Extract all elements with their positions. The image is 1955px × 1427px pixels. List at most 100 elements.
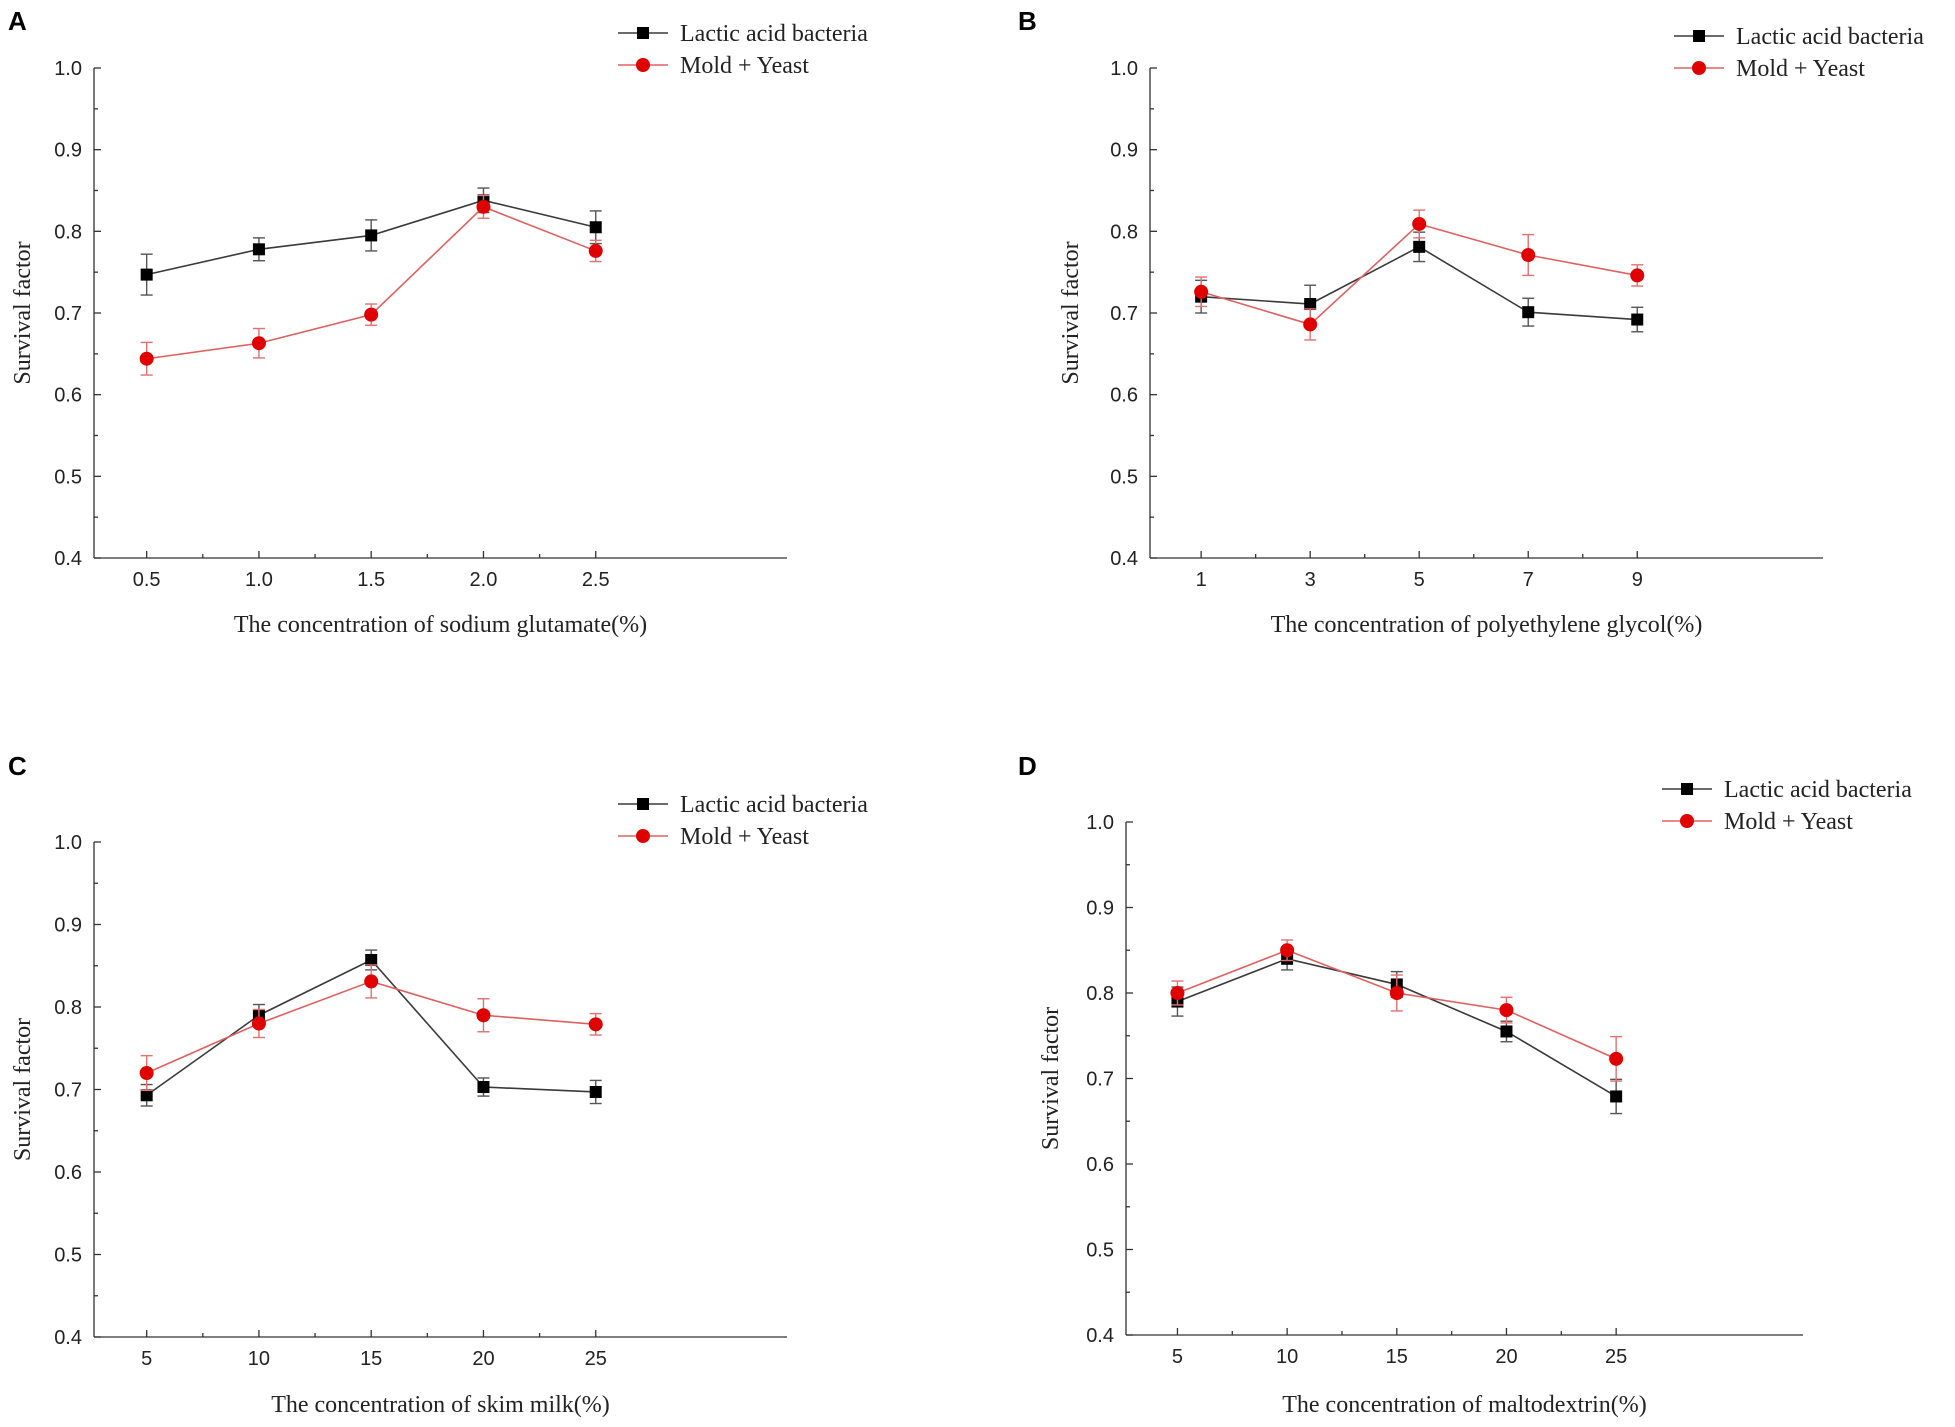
- y-axis-title: Survival factor: [10, 1018, 36, 1161]
- legend: Lactic acid bacteria Mold + Yeast: [1662, 777, 1912, 835]
- data-point: [588, 1017, 603, 1032]
- data-point: [1631, 313, 1644, 326]
- x-tick-label: 3: [1305, 569, 1316, 591]
- x-tick-label: 25: [585, 1348, 607, 1370]
- y-axis-title: Survival factor: [1038, 1007, 1064, 1150]
- x-tick-label: 5: [1172, 1346, 1183, 1368]
- legend-marker: [1692, 61, 1706, 75]
- data-point: [252, 243, 265, 256]
- y-tick-label: 0.5: [54, 466, 82, 488]
- data-point: [1412, 216, 1427, 231]
- panel-letter: D: [1018, 751, 1037, 781]
- series-mold-yeast: [139, 964, 603, 1092]
- x-tick-label: 2.5: [582, 569, 610, 591]
- y-tick-label: 1.0: [54, 58, 82, 80]
- x-tick-label: 1.5: [357, 569, 385, 591]
- legend: Lactic acid bacteria Mold + Yeast: [618, 792, 868, 850]
- y-tick-label: 0.7: [1110, 303, 1138, 325]
- legend-marker: [637, 27, 649, 39]
- panel-letter: A: [8, 6, 27, 36]
- chart-panel-a: A 0.4 0.5 0.6 0.7 0.8 0.9 1.0 0.5 1.0 1.5 2.0 2.5 The…: [8, 6, 868, 638]
- data-point: [365, 229, 378, 242]
- x-axis-title: The concentration of sodium glutamate(%): [234, 612, 647, 638]
- y-axis-title: Survival factor: [1058, 241, 1084, 384]
- panel-letter: B: [1018, 6, 1037, 36]
- data-point: [1609, 1051, 1624, 1066]
- data-point: [1170, 986, 1185, 1000]
- data-point: [1389, 986, 1404, 1000]
- y-tick-label: 0.9: [1086, 898, 1114, 920]
- x-tick-label: 20: [472, 1348, 494, 1370]
- data-point: [1522, 306, 1535, 319]
- chart-panel-d: D 0.4 0.5 0.6 0.7 0.8 0.9 1.0 5 10 15 20 25 The conce…: [1018, 751, 1912, 1418]
- legend-label: Mold + Yeast: [680, 824, 809, 850]
- panel-letter: C: [8, 751, 27, 781]
- chart-panel-c: C 0.4 0.5 0.6 0.7 0.8 0.9 1.0 5 10 15 20 25 The conce…: [8, 751, 868, 1418]
- y-tick-label: 0.4: [54, 548, 82, 570]
- y-tick-label: 1.0: [54, 832, 82, 854]
- legend: Lactic acid bacteria Mold + Yeast: [1674, 24, 1924, 82]
- y-tick-label: 0.4: [1086, 1325, 1114, 1347]
- series-mold-yeast: [1170, 939, 1624, 1082]
- legend-marker: [636, 58, 650, 72]
- data-point: [476, 199, 491, 214]
- y-tick-label: 0.9: [54, 915, 82, 937]
- x-tick-label: 0.5: [133, 569, 161, 591]
- x-axis-title: The concentration of polyethylene glycol…: [1271, 612, 1703, 638]
- legend-label: Mold + Yeast: [1724, 809, 1853, 835]
- y-tick-label: 1.0: [1086, 812, 1114, 834]
- legend-label: Mold + Yeast: [680, 53, 809, 79]
- series-mold-yeast: [1194, 209, 1645, 341]
- x-tick-label: 20: [1495, 1346, 1517, 1368]
- data-point: [251, 336, 266, 351]
- series-lactic-acid-bacteria: [1195, 231, 1644, 333]
- legend-label: Lactic acid bacteria: [1724, 777, 1912, 803]
- data-point: [140, 1089, 153, 1102]
- legend-marker: [636, 829, 650, 843]
- data-point: [1413, 240, 1426, 253]
- y-tick-label: 0.9: [54, 140, 82, 162]
- x-tick-label: 7: [1523, 569, 1534, 591]
- y-tick-label: 0.5: [1110, 466, 1138, 488]
- x-tick-label: 5: [141, 1348, 152, 1370]
- y-tick-label: 0.7: [54, 1080, 82, 1102]
- series-lactic-acid-bacteria: [140, 187, 602, 296]
- y-tick-label: 0.6: [1110, 385, 1138, 407]
- legend-label: Lactic acid bacteria: [680, 21, 868, 47]
- x-tick-label: 1: [1196, 569, 1207, 591]
- data-point: [1303, 317, 1318, 332]
- x-tick-label: 25: [1605, 1346, 1627, 1368]
- series-lactic-acid-bacteria: [140, 949, 602, 1107]
- data-point: [365, 953, 378, 966]
- legend-marker: [637, 798, 649, 810]
- data-point: [1499, 1003, 1514, 1018]
- y-tick-label: 0.9: [1110, 140, 1138, 162]
- y-tick-label: 0.7: [54, 303, 82, 325]
- x-axis-title: The concentration of maltodextrin(%): [1282, 1392, 1647, 1418]
- data-point: [476, 1008, 491, 1023]
- data-point: [477, 1081, 490, 1094]
- y-tick-label: 0.8: [1086, 983, 1114, 1005]
- data-point: [1521, 248, 1536, 263]
- data-point: [140, 268, 153, 281]
- y-tick-label: 0.6: [54, 1162, 82, 1184]
- data-point: [364, 307, 379, 322]
- x-tick-label: 10: [248, 1348, 270, 1370]
- x-tick-label: 9: [1632, 569, 1643, 591]
- x-tick-label: 10: [1276, 1346, 1298, 1368]
- data-point: [251, 1016, 266, 1031]
- legend: Lactic acid bacteria Mold + Yeast: [618, 21, 868, 79]
- data-point: [1280, 943, 1295, 958]
- data-point: [139, 351, 154, 366]
- data-point: [364, 974, 379, 989]
- x-tick-label: 2.0: [470, 569, 498, 591]
- data-point: [139, 1066, 154, 1080]
- y-tick-label: 0.8: [54, 997, 82, 1019]
- data-point: [1194, 284, 1209, 299]
- y-tick-label: 0.5: [1086, 1240, 1114, 1262]
- y-tick-label: 1.0: [1110, 58, 1138, 80]
- y-tick-label: 0.4: [54, 1327, 82, 1349]
- y-tick-label: 0.8: [54, 221, 82, 243]
- y-tick-label: 0.6: [1086, 1154, 1114, 1176]
- x-tick-label: 5: [1414, 569, 1425, 591]
